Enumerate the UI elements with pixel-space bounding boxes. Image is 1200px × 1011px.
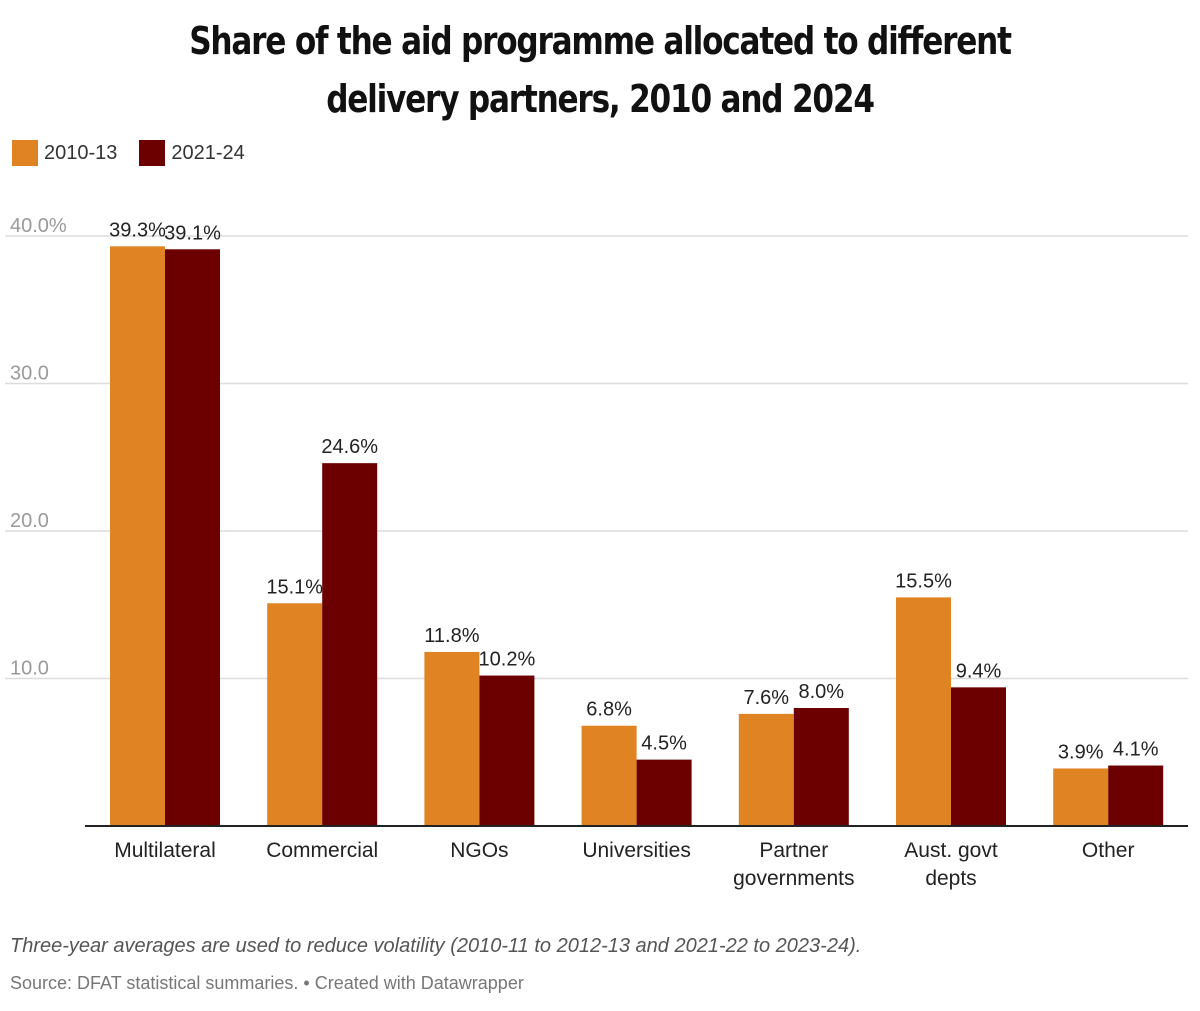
- data-label: 4.1%: [1113, 739, 1159, 761]
- x-tick-label: governments: [733, 867, 854, 890]
- bar: [581, 725, 637, 826]
- bar: [424, 651, 480, 826]
- x-tick-label: Universities: [582, 839, 691, 862]
- legend-label-2010-13: 2010-13: [44, 141, 118, 164]
- bar: [110, 246, 165, 826]
- chart-note: Three-year averages are used to reduce v…: [10, 935, 862, 957]
- data-label: 15.5%: [895, 570, 952, 592]
- y-tick-label: 30.0: [10, 363, 49, 385]
- x-tick-label: Other: [1082, 839, 1135, 862]
- data-label: 4.5%: [641, 733, 687, 755]
- bar: [793, 708, 849, 826]
- legend-swatch-2010-13: [12, 140, 38, 166]
- y-tick-label: 20.0: [10, 510, 49, 532]
- data-label: 10.2%: [479, 649, 536, 671]
- data-label: 15.1%: [266, 576, 323, 598]
- data-label: 6.8%: [586, 699, 632, 721]
- bar: [1108, 765, 1164, 826]
- data-label: 7.6%: [744, 687, 790, 709]
- bar: [165, 249, 220, 826]
- x-tick-label: Commercial: [266, 839, 378, 862]
- data-label: 39.1%: [164, 222, 221, 244]
- bar: [896, 597, 951, 826]
- x-tick-label: NGOs: [450, 839, 508, 862]
- y-tick-label: 40.0%: [10, 215, 67, 237]
- data-label: 8.0%: [799, 681, 845, 703]
- data-label: 39.3%: [109, 219, 166, 241]
- x-tick-label: depts: [925, 867, 976, 890]
- data-label: 9.4%: [956, 660, 1002, 682]
- x-tick-label: Multilateral: [114, 839, 216, 862]
- legend-label-2021-24: 2021-24: [171, 141, 245, 164]
- y-tick-label: 10.0: [10, 658, 49, 680]
- x-tick-label: Partner: [759, 839, 828, 862]
- legend-swatch-2021-24: [139, 140, 166, 166]
- data-label: 3.9%: [1058, 741, 1104, 763]
- x-tick-label: Aust. govt: [904, 839, 998, 862]
- chart-title: Share of the aid programme allocated to …: [189, 19, 1012, 121]
- bar: [636, 759, 692, 826]
- legend-item-2021-24: 2021-24: [139, 140, 245, 166]
- legend: 2010-13 2021-24: [12, 140, 267, 166]
- data-label: 11.8%: [424, 625, 479, 647]
- legend-item-2010-13: 2010-13: [12, 140, 117, 166]
- data-label: 24.6%: [321, 436, 378, 458]
- bar: [322, 463, 378, 826]
- bar-chart: 10.0 20.0 30.0 40.0% 39.3% 15.1% 11.8% 6.8% 7.6%…: [5, 215, 1188, 890]
- bar: [267, 603, 323, 826]
- bar: [738, 713, 794, 826]
- chart-source: Source: DFAT statistical summaries. • Cr…: [10, 973, 524, 993]
- bar: [479, 675, 535, 826]
- bar: [951, 687, 1006, 826]
- bar: [1053, 768, 1109, 826]
